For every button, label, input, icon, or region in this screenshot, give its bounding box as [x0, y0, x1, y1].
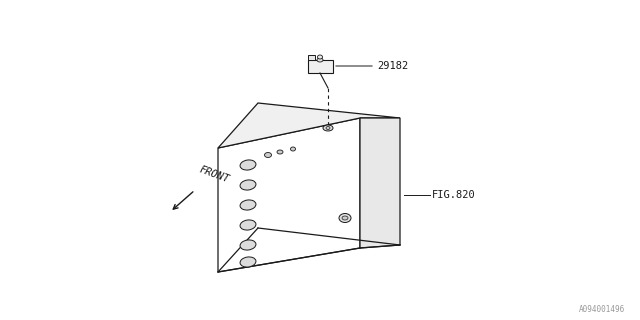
Ellipse shape: [277, 150, 283, 154]
Text: FRONT: FRONT: [198, 165, 231, 185]
Ellipse shape: [240, 240, 256, 250]
Ellipse shape: [317, 58, 323, 62]
Ellipse shape: [240, 200, 256, 210]
Ellipse shape: [317, 55, 323, 59]
Ellipse shape: [264, 153, 271, 157]
Polygon shape: [360, 118, 400, 248]
Ellipse shape: [240, 160, 256, 170]
Ellipse shape: [240, 220, 256, 230]
Text: FIG.820: FIG.820: [432, 190, 476, 200]
Ellipse shape: [342, 216, 348, 220]
Polygon shape: [308, 55, 315, 60]
Ellipse shape: [323, 125, 333, 131]
Ellipse shape: [339, 213, 351, 222]
Polygon shape: [218, 118, 360, 272]
Text: A094001496: A094001496: [579, 305, 625, 314]
Polygon shape: [218, 103, 400, 148]
Polygon shape: [308, 60, 333, 73]
Text: 29182: 29182: [377, 61, 408, 71]
Ellipse shape: [291, 147, 296, 151]
Ellipse shape: [240, 257, 256, 267]
Ellipse shape: [240, 180, 256, 190]
Ellipse shape: [326, 126, 330, 130]
